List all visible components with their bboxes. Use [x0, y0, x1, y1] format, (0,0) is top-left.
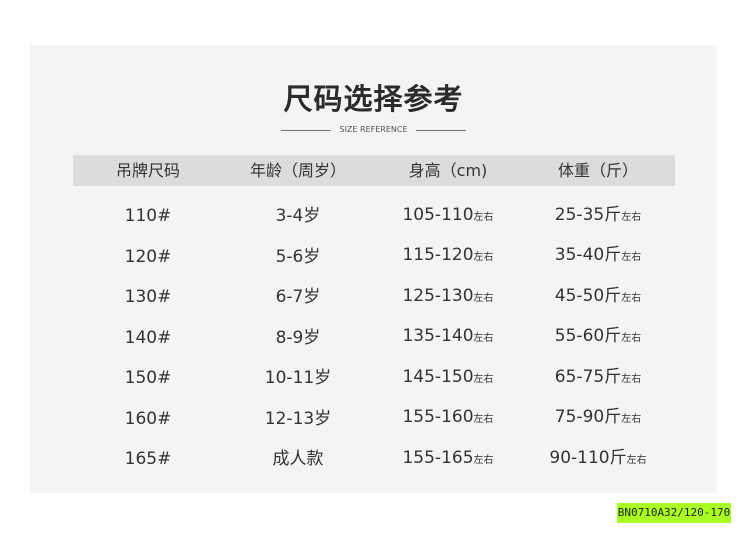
cell-value: 10-11岁: [264, 368, 332, 388]
table-cell: 25-35斤左右: [523, 204, 673, 229]
approx-label: 左右: [473, 414, 494, 425]
cell-value: 145-150: [402, 366, 474, 387]
table-row: 130# 6-7岁 125-130左右 45-50斤左右: [73, 282, 675, 312]
approx-label: 左右: [473, 454, 494, 466]
approx-label: 左右: [473, 211, 494, 223]
divider-right: [415, 129, 466, 131]
cell-value: 130#: [124, 287, 172, 307]
cell-value: 25-35斤: [554, 204, 622, 225]
table-cell: 12-13岁: [223, 408, 373, 430]
table-cell: 125-130左右: [373, 285, 523, 310]
table-cell: 155-160左右: [373, 406, 523, 431]
table-row: 140# 8-9岁 135-140左右 55-60斤左右: [73, 323, 675, 353]
cell-value: 12-13岁: [264, 408, 332, 429]
approx-label: 左右: [473, 373, 494, 385]
table-cell: 5-6岁: [223, 246, 373, 268]
cell-value: 5-6岁: [275, 246, 321, 267]
cell-value: 45-50斤: [554, 285, 622, 306]
divider-left: [281, 129, 332, 131]
table-cell: 55-60斤左右: [523, 325, 673, 350]
table-row: 150# 10-11岁 145-150左右 65-75斤左右: [73, 363, 675, 393]
table-header: 吊牌尺码 年龄（周岁） 身高（cm) 体重（斤）: [73, 155, 675, 186]
approx-label: 左右: [621, 333, 642, 344]
table-cell: 155-165左右: [373, 447, 523, 472]
cell-value: 125-130: [402, 285, 474, 306]
table-row: 110# 3-4岁 105-110左右 25-35斤左右: [73, 201, 675, 231]
table-cell: 130#: [73, 286, 223, 308]
page-title: 尺码选择参考: [283, 82, 464, 116]
cell-value: 155-160: [402, 407, 474, 427]
table-cell: 45-50斤左右: [523, 285, 673, 310]
table-cell: 115-120左右: [373, 244, 523, 269]
cell-value: 150#: [124, 368, 172, 388]
header-cell: 身高（cm): [408, 160, 488, 180]
cell-value: 165#: [124, 449, 172, 469]
cell-value: 160#: [124, 408, 172, 429]
table-row: 165# 成人款 155-165左右 90-110斤左右: [73, 444, 675, 474]
table-cell: 10-11岁: [223, 367, 373, 389]
header-cell: 体重（斤）: [557, 160, 638, 180]
cell-value: 75-90斤: [554, 407, 622, 427]
table-cell: 8-9岁: [223, 327, 373, 349]
cell-value: 140#: [124, 327, 172, 348]
table-cell: 90-110斤左右: [523, 447, 673, 472]
size-chart-panel: 尺码选择参考 SIZE REFERENCE 吊牌尺码 年龄（周岁） 身高（cm)…: [30, 45, 717, 493]
table-cell: 120#: [73, 246, 223, 268]
table-row: 160# 12-13岁 155-160左右 75-90斤左右: [73, 404, 675, 434]
header-cell: 年龄（周岁）: [249, 160, 346, 180]
table-cell: 135-140左右: [373, 325, 523, 350]
approx-label: 左右: [621, 252, 642, 263]
cell-value: 90-110斤: [549, 447, 627, 468]
table-cell: 成人款: [223, 448, 373, 470]
cell-value: 135-140: [402, 326, 474, 346]
cell-value: 105-110: [402, 204, 474, 225]
table-row: 120# 5-6岁 115-120左右 35-40斤左右: [73, 242, 675, 272]
table-cell: 3-4岁: [223, 205, 373, 227]
cell-value: 6-7岁: [275, 287, 321, 307]
table-cell: 75-90斤左右: [523, 406, 673, 431]
header-cell: 吊牌尺码: [115, 160, 180, 180]
product-code-tag: BN0710A32/120-170: [617, 503, 731, 523]
cell-value: 35-40斤: [554, 245, 622, 265]
cell-value: 55-60斤: [554, 326, 622, 346]
table-cell: 6-7岁: [223, 286, 373, 308]
cell-value: 110#: [124, 206, 172, 226]
table-cell: 105-110左右: [373, 204, 523, 229]
cell-value: 155-165: [402, 447, 474, 468]
subtitle: SIZE REFERENCE: [339, 125, 408, 134]
approx-label: 左右: [473, 292, 494, 304]
approx-label: 左右: [473, 252, 494, 263]
table-cell: 35-40斤左右: [523, 244, 673, 269]
cell-value: 115-120: [402, 245, 474, 265]
table-cell: 150#: [73, 367, 223, 389]
subtitle-row: SIZE REFERENCE: [30, 123, 717, 137]
table-cell: 165#: [73, 448, 223, 470]
approx-label: 左右: [621, 292, 642, 304]
table-cell: 110#: [73, 205, 223, 227]
approx-label: 左右: [621, 373, 642, 385]
cell-value: 成人款: [272, 449, 324, 469]
cell-value: 120#: [124, 246, 172, 267]
approx-label: 左右: [473, 333, 494, 344]
cell-value: 65-75斤: [554, 366, 622, 387]
table-cell: 140#: [73, 327, 223, 349]
cell-value: 8-9岁: [275, 327, 321, 348]
table-cell: 160#: [73, 408, 223, 430]
approx-label: 左右: [626, 454, 647, 466]
table-cell: 65-75斤左右: [523, 366, 673, 391]
approx-label: 左右: [621, 414, 642, 425]
approx-label: 左右: [621, 211, 642, 223]
cell-value: 3-4岁: [275, 206, 321, 226]
table-cell: 145-150左右: [373, 366, 523, 391]
